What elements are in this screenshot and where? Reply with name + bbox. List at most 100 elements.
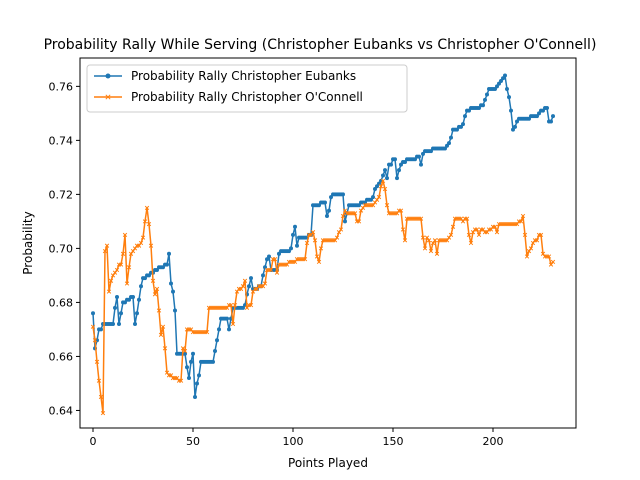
data-point	[152, 292, 158, 297]
data-point	[160, 324, 166, 329]
x-tick-label: 0	[90, 435, 97, 448]
legend-marker	[105, 73, 111, 79]
y-tick-label: 0.76	[49, 80, 74, 93]
data-point	[261, 273, 265, 278]
data-point	[302, 257, 308, 262]
data-point	[314, 254, 320, 259]
plot-series	[90, 73, 556, 416]
data-point	[227, 327, 231, 332]
data-point	[228, 302, 234, 308]
data-point	[381, 173, 385, 178]
y-tick-label: 0.64	[49, 404, 74, 417]
legend-label: Probability Rally Christopher Eubanks	[131, 69, 356, 83]
data-point	[291, 232, 295, 237]
x-tick-label: 100	[283, 435, 304, 448]
data-point	[240, 284, 246, 289]
data-point	[389, 162, 393, 167]
data-point	[485, 92, 489, 97]
data-point	[316, 259, 322, 265]
y-tick-label: 0.72	[49, 188, 74, 201]
data-point	[417, 154, 421, 159]
data-point	[505, 87, 509, 92]
data-point	[247, 284, 251, 289]
x-tick-label: 150	[383, 435, 404, 448]
data-point	[400, 227, 406, 232]
data-point	[492, 224, 498, 229]
data-point	[158, 332, 164, 337]
data-point	[434, 251, 440, 256]
data-point	[146, 221, 152, 227]
data-point	[193, 394, 197, 399]
data-point	[272, 257, 278, 262]
data-point	[92, 338, 98, 343]
chart-title: Probability Rally While Serving (Christo…	[44, 37, 597, 53]
data-point	[503, 73, 507, 78]
data-point	[419, 162, 423, 167]
data-point	[117, 322, 121, 327]
data-point	[494, 230, 500, 235]
data-point	[393, 157, 397, 162]
data-point	[468, 240, 474, 246]
data-point	[352, 211, 358, 216]
data-point	[189, 359, 193, 364]
data-point	[420, 235, 426, 240]
data-point	[327, 208, 331, 213]
data-point	[378, 184, 384, 189]
data-point	[139, 284, 143, 289]
data-point	[148, 243, 154, 248]
data-point	[450, 224, 456, 229]
data-point	[225, 316, 229, 321]
data-point	[528, 246, 534, 251]
data-point	[295, 243, 299, 248]
data-point	[538, 232, 544, 238]
data-point	[197, 373, 201, 378]
data-point	[115, 295, 119, 300]
x-axis-ticks: 0 50 100 150 200	[90, 428, 504, 448]
x-axis-label: Points Played	[288, 456, 368, 470]
data-point	[432, 238, 438, 243]
data-point	[371, 195, 375, 200]
data-point	[343, 219, 347, 224]
data-point	[274, 270, 280, 275]
data-point	[418, 216, 424, 221]
data-point	[106, 289, 112, 294]
data-point	[98, 394, 104, 400]
data-point	[135, 311, 139, 316]
data-point	[185, 365, 189, 370]
data-point	[483, 97, 487, 102]
legend-marker	[105, 94, 111, 100]
data-point	[289, 246, 293, 251]
legend: Probability Rally Christopher Eubanks Pro…	[86, 64, 408, 113]
y-tick-label: 0.74	[49, 134, 74, 147]
data-point	[191, 351, 195, 356]
data-point	[463, 114, 467, 119]
data-point	[325, 213, 329, 218]
data-point	[549, 119, 553, 124]
data-point	[551, 114, 555, 119]
data-point	[126, 265, 132, 270]
data-point	[481, 103, 485, 108]
y-axis-ticks: 0.64 0.66 0.68 0.70 0.72 0.74 0.76	[49, 80, 80, 417]
data-point	[165, 262, 169, 267]
data-point	[102, 248, 108, 254]
data-point	[113, 305, 117, 310]
data-point	[293, 224, 297, 229]
data-point	[213, 349, 217, 354]
data-point	[323, 200, 327, 205]
data-point	[340, 213, 346, 219]
data-point	[447, 141, 451, 146]
data-point	[138, 240, 144, 246]
data-point	[111, 322, 115, 327]
data-point	[402, 238, 408, 243]
data-point	[120, 251, 126, 256]
data-point	[242, 278, 248, 283]
data-point	[104, 243, 110, 248]
data-point	[142, 219, 148, 224]
data-point	[422, 246, 428, 251]
data-point	[122, 232, 128, 238]
data-point	[114, 267, 120, 273]
data-point	[230, 321, 236, 327]
legend-label: Probability Rally Christopher O'Connell	[131, 90, 363, 104]
data-point	[154, 286, 160, 292]
